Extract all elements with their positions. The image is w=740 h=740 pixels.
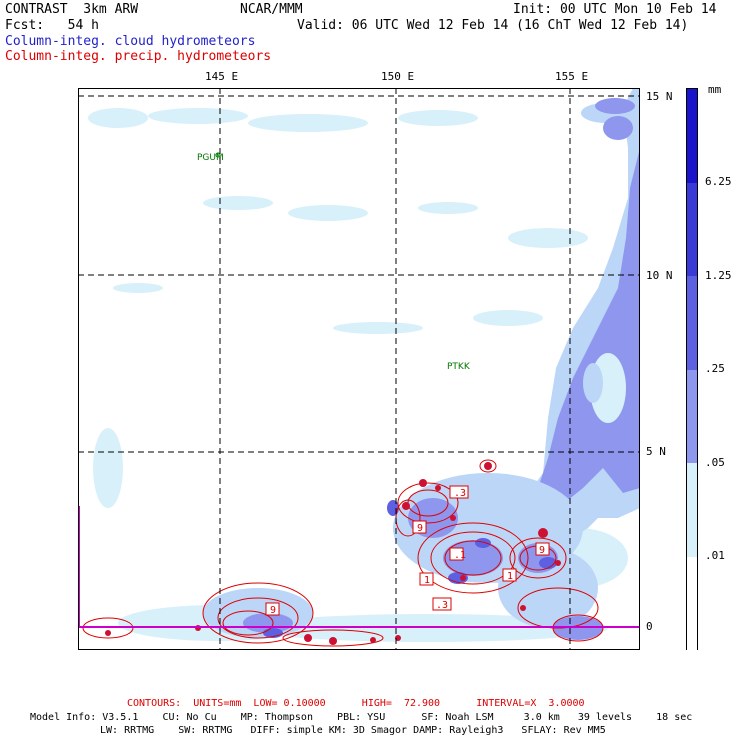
- legend-level-1.25: 1.25: [705, 269, 732, 282]
- lon-label-150: 150 E: [381, 70, 415, 83]
- contour-label: 1: [502, 568, 517, 582]
- cloud-band-eddy: [583, 353, 626, 423]
- legend-swatch-3: [687, 370, 697, 463]
- contour-label: .3: [449, 485, 469, 499]
- legend-level-.05: .05: [705, 456, 725, 469]
- legend-swatch-2: [687, 463, 697, 557]
- lon-label-145: 145 E: [205, 70, 239, 83]
- color-legend: [686, 88, 698, 651]
- station-pgum: PGUM: [197, 152, 224, 163]
- lat-label-10n: 10 N: [646, 269, 673, 282]
- legend-level-6.25: 6.25: [705, 175, 732, 188]
- valid-time: Valid: 06 UTC Wed 12 Feb 14 (16 ChT Wed …: [297, 18, 689, 33]
- contour-label: 9: [412, 520, 427, 534]
- init-time: Init: 00 UTC Mon 10 Feb 14: [513, 2, 717, 17]
- model-info: Model Info: V3.5.1 CU: No Cu MP: Thompso…: [30, 712, 693, 723]
- field-cloud-label: Column-integ. cloud hydrometeors: [5, 34, 256, 49]
- map-frame: [78, 88, 640, 650]
- svg-text:9: 9: [417, 523, 423, 534]
- svg-text:PGUM: PGUM: [197, 153, 224, 163]
- legend-unit: mm: [708, 83, 722, 96]
- lat-label-5n: 5 N: [646, 445, 666, 458]
- legend-level-.01: .01: [705, 549, 725, 562]
- cloud-band-core: [528, 98, 640, 528]
- contour-labels: .3 9 .1 1 .3 9 1 9: [265, 485, 550, 616]
- legend-swatch-6: [687, 89, 697, 183]
- graticule: [78, 88, 640, 650]
- svg-text:.3: .3: [436, 600, 448, 611]
- contour-label: .1: [449, 547, 466, 561]
- model-info-physics: LW: RRTMG SW: RRTMG DIFF: simple KM: 3D …: [100, 725, 606, 736]
- svg-text:9: 9: [539, 545, 545, 556]
- forecast-hour: Fcst: 54 h: [5, 18, 99, 33]
- forecast-map: .3 9 .1 1 .3 9 1 9: [78, 88, 640, 650]
- svg-text:PTKK: PTKK: [447, 362, 471, 372]
- org-label: NCAR/MMM: [240, 2, 303, 17]
- legend-level-.25: .25: [705, 362, 725, 375]
- svg-text:.1: .1: [454, 550, 466, 561]
- legend-swatch-4: [687, 276, 697, 370]
- lon-label-155: 155 E: [555, 70, 589, 83]
- legend-swatch-1: [687, 557, 697, 651]
- model-title: CONTRAST 3km ARW: [5, 2, 139, 17]
- legend-swatch-5: [687, 183, 697, 276]
- contour-info: CONTOURS: UNITS=mm LOW= 0.10000 HIGH= 72…: [127, 698, 585, 709]
- field-precip-label: Column-integ. precip. hydrometeors: [5, 49, 272, 64]
- contour-label: 9: [265, 602, 280, 616]
- lat-label-0: 0: [646, 620, 653, 633]
- precip-cores: [105, 462, 561, 645]
- svg-text:1: 1: [507, 571, 513, 582]
- svg-text:9: 9: [270, 605, 276, 616]
- contour-label: .3: [432, 597, 452, 611]
- station-ptkk: PTKK: [447, 362, 471, 372]
- contour-label: 9: [535, 542, 550, 556]
- svg-text:1: 1: [424, 575, 430, 586]
- lat-label-15n: 15 N: [646, 90, 673, 103]
- svg-text:.3: .3: [454, 488, 466, 499]
- contour-label: 1: [419, 572, 434, 586]
